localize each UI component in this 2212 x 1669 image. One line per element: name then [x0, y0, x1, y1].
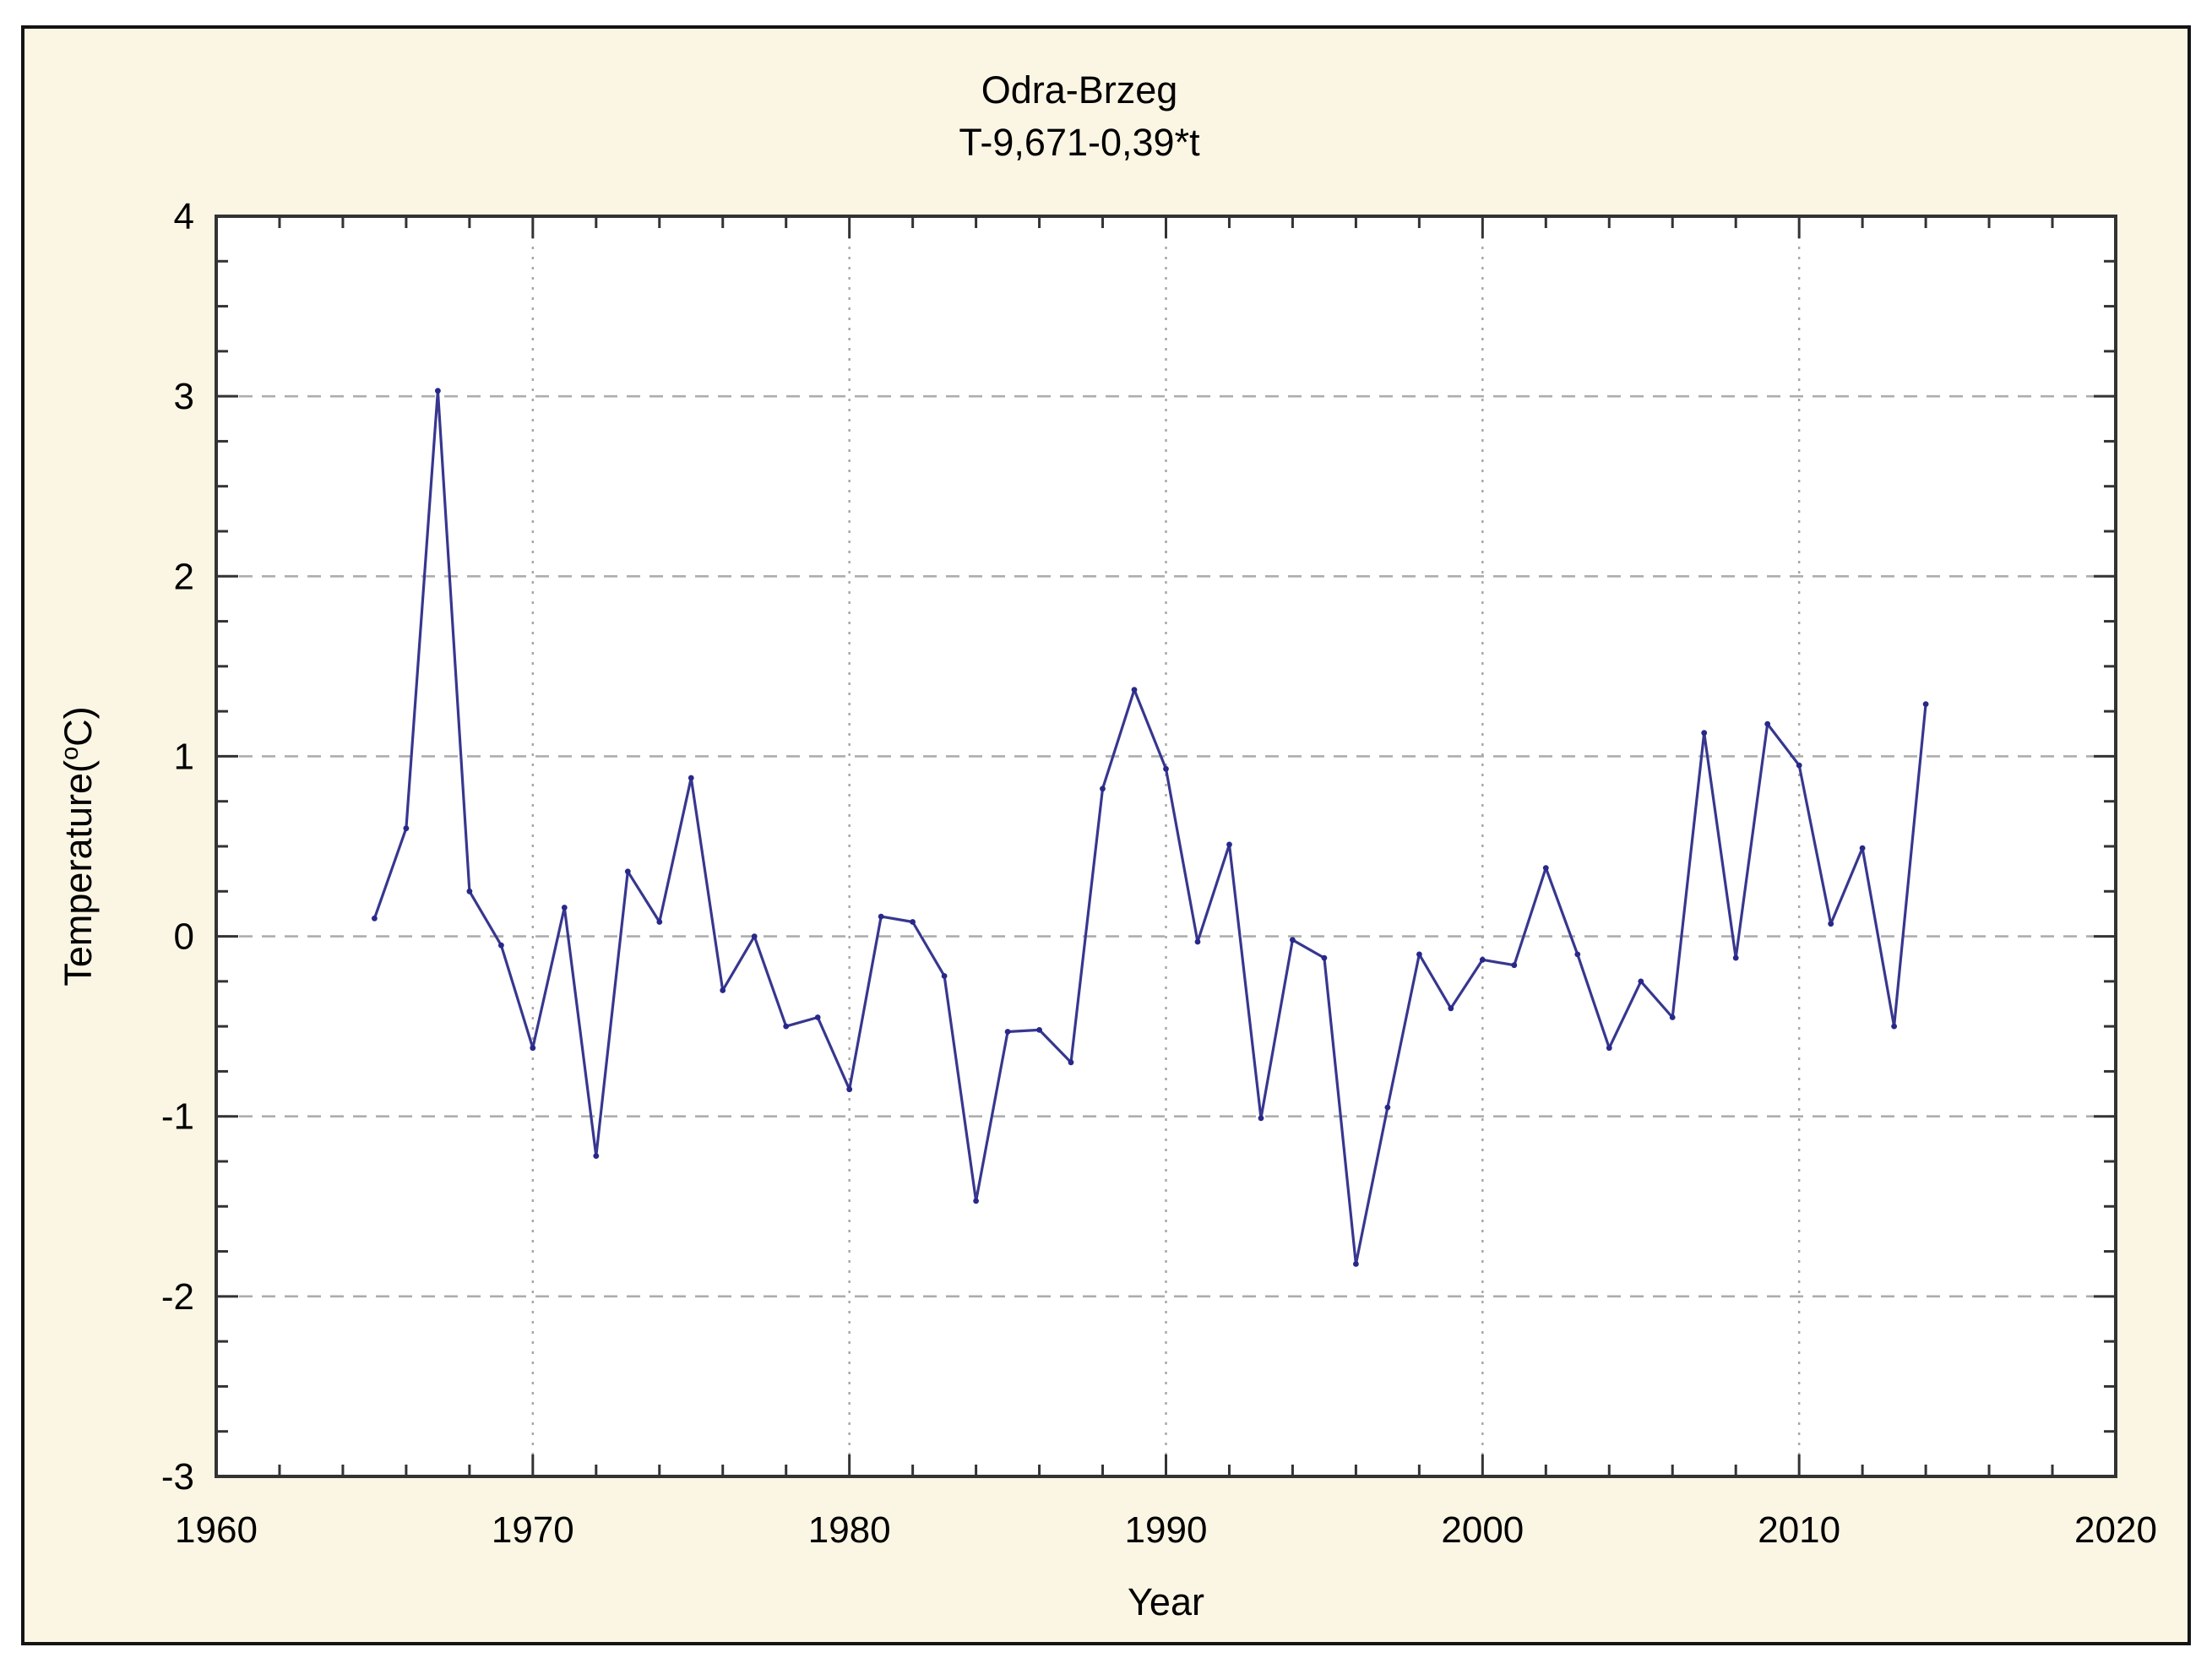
- chart-title: Odra-Brzeg: [981, 68, 1178, 111]
- temperature-series-line: [372, 389, 1927, 1266]
- svg-text:1980: 1980: [808, 1509, 891, 1551]
- y-tick-labels: -3 -2 -1 0 1 2 3 4: [161, 196, 194, 1498]
- svg-text:-3: -3: [161, 1456, 194, 1498]
- svg-text:2: 2: [174, 556, 194, 597]
- svg-text:-1: -1: [161, 1096, 194, 1138]
- svg-text:3: 3: [174, 376, 194, 417]
- svg-text:4: 4: [174, 196, 194, 237]
- svg-text:0: 0: [174, 916, 194, 958]
- svg-text:2000: 2000: [1441, 1509, 1524, 1551]
- temperature-series-markers: [372, 388, 1929, 1267]
- plot-border: [215, 215, 2117, 1478]
- svg-text:1990: 1990: [1125, 1509, 1208, 1551]
- chart-subtitle: T-9,671-0,39*t: [959, 121, 1200, 164]
- svg-text:Year: Year: [1128, 1580, 1204, 1623]
- svg-text:-2: -2: [161, 1276, 194, 1318]
- x-gridlines: [531, 216, 1801, 1476]
- svg-text:1970: 1970: [492, 1509, 574, 1551]
- svg-text:1960: 1960: [175, 1509, 258, 1551]
- svg-text:1: 1: [174, 736, 194, 777]
- x-tick-labels: 1960 1970 1980 1990 2000 2010 2020: [175, 1509, 2157, 1551]
- svg-text:Temperature(oC): Temperature(oC): [57, 706, 100, 986]
- y-axis-title: Temperature(oC): [57, 706, 100, 986]
- svg-text:2010: 2010: [1758, 1509, 1840, 1551]
- x-axis-title: Year: [1128, 1580, 1204, 1623]
- svg-text:2020: 2020: [2074, 1509, 2157, 1551]
